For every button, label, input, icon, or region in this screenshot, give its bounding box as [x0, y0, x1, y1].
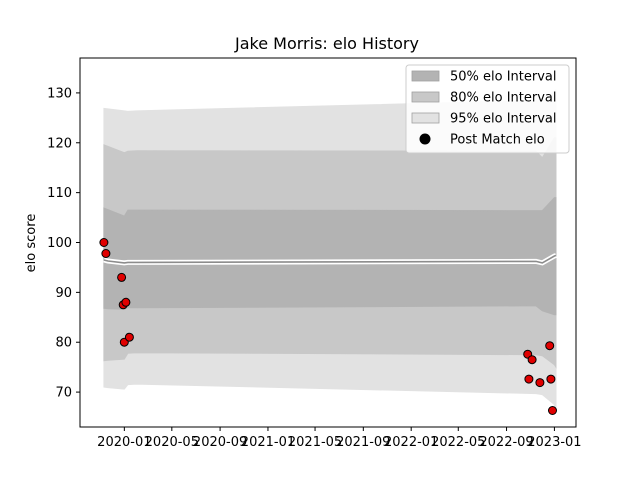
match-point-7 — [124, 332, 134, 342]
x-axis: 2020-012020-052020-092021-012021-052021-… — [97, 427, 582, 450]
match-point-2 — [101, 249, 111, 258]
y-tick-label-7: 130 — [47, 86, 72, 101]
x-tick-label-1: 2020-01 — [97, 435, 151, 450]
legend-label-1: 50% elo Interval — [450, 70, 557, 85]
chart-title: Jake Morris: elo History — [234, 34, 419, 53]
post-match-points — [99, 238, 557, 415]
y-tick-label-1: 70 — [55, 386, 72, 401]
y-tick-label-4: 100 — [47, 236, 72, 251]
match-point-12 — [545, 341, 555, 351]
legend-swatch-2 — [411, 91, 440, 103]
legend-label-4: Post Match elo — [450, 133, 545, 148]
legend-swatch-3 — [411, 112, 440, 124]
match-point-13 — [546, 374, 556, 384]
x-tick-label-3: 2020-09 — [193, 435, 247, 450]
legend-marker — [419, 133, 431, 145]
match-point-6 — [121, 297, 131, 307]
legend-swatch-1 — [411, 70, 440, 82]
y-axis-label: elo score — [24, 214, 39, 273]
match-point-3 — [117, 272, 127, 282]
band-3 — [103, 197, 557, 316]
mean-line — [103, 254, 557, 264]
legend-label-3: 95% elo Interval — [450, 112, 557, 127]
x-tick-label-9: 2022-09 — [479, 435, 533, 450]
y-tick-label-6: 120 — [47, 136, 72, 151]
legend: 50% elo Interval 80% elo Interval 95% elo … — [405, 64, 570, 154]
legend-label-2: 80% elo Interval — [450, 91, 557, 106]
y-tick-label-5: 110 — [47, 186, 72, 201]
x-tick-label-8: 2022-05 — [431, 435, 485, 450]
x-tick-label-2: 2020-05 — [145, 435, 199, 450]
x-tick-label-7: 2022-01 — [384, 435, 438, 450]
match-point-10 — [527, 355, 537, 365]
legend-box — [405, 64, 570, 154]
x-tick-label-5: 2021-05 — [288, 435, 342, 450]
match-point-1 — [99, 238, 109, 247]
y-tick-label-3: 90 — [55, 286, 72, 301]
x-tick-label-10: 2023-01 — [527, 435, 581, 450]
interval-bands — [103, 89, 557, 410]
mean-elo-line — [103, 253, 557, 266]
y-tick-label-2: 80 — [55, 336, 72, 351]
y-axis: 70 80 90 100 110 120 130 — [47, 86, 80, 401]
match-point-14 — [548, 406, 557, 415]
x-tick-label-6: 2021-09 — [336, 435, 390, 450]
match-point-11 — [535, 378, 545, 388]
match-point-9 — [524, 374, 534, 384]
x-tick-label-4: 2021-01 — [241, 435, 295, 450]
